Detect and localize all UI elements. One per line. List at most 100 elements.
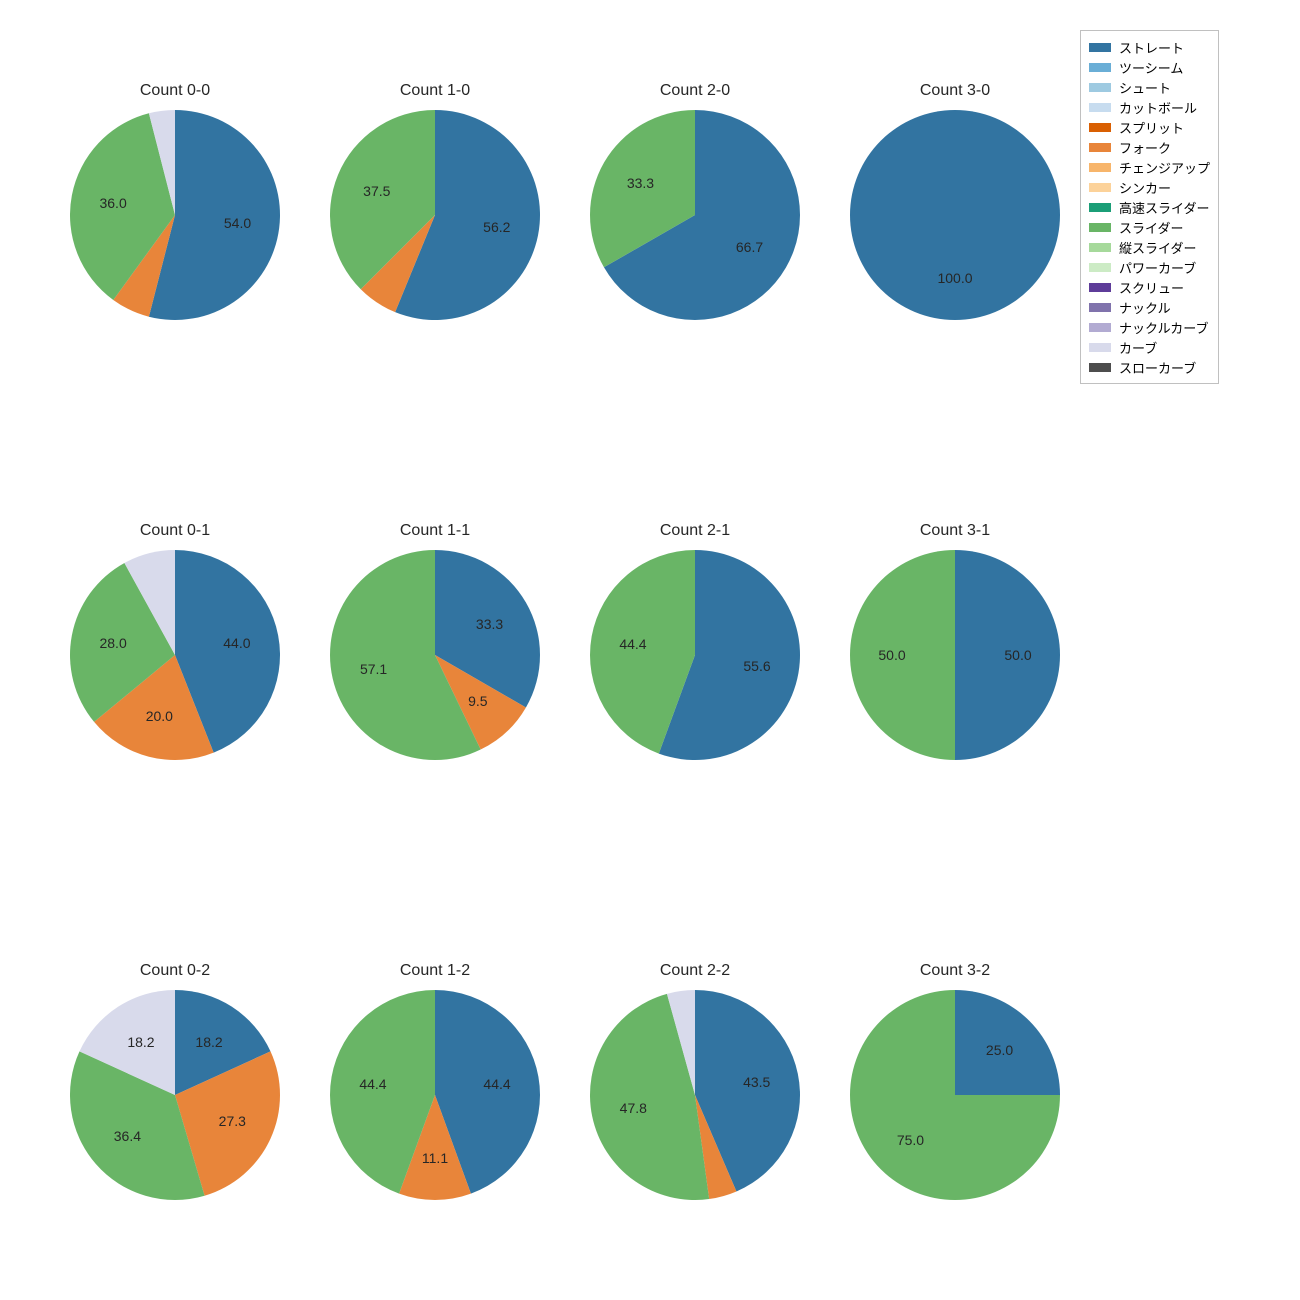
legend-swatch <box>1089 123 1111 132</box>
legend-swatch <box>1089 163 1111 172</box>
pie-chart: Count 0-054.036.0 <box>70 110 280 320</box>
legend-label: チェンジアップ <box>1119 158 1210 177</box>
legend-item: ナックルカーブ <box>1089 317 1210 337</box>
slice-label: 44.4 <box>619 636 646 652</box>
pie-chart: Count 0-144.020.028.0 <box>70 550 280 760</box>
slice-label: 18.2 <box>127 1034 154 1050</box>
pie-svg <box>70 550 280 760</box>
legend-label: ナックルカーブ <box>1119 318 1208 337</box>
pie-chart: Count 3-150.050.0 <box>850 550 1060 760</box>
legend-item: ナックル <box>1089 297 1210 317</box>
legend-item: スプリット <box>1089 117 1210 137</box>
pie-svg <box>70 990 280 1200</box>
legend-swatch <box>1089 283 1111 292</box>
legend-label: ストレート <box>1119 38 1184 57</box>
chart-title: Count 1-0 <box>330 82 540 100</box>
slice-label: 20.0 <box>146 708 173 724</box>
legend-label: シュート <box>1119 78 1171 97</box>
legend-item: チェンジアップ <box>1089 157 1210 177</box>
slice-label: 56.2 <box>483 219 510 235</box>
legend: ストレートツーシームシュートカットボールスプリットフォークチェンジアップシンカー… <box>1080 30 1219 384</box>
legend-swatch <box>1089 63 1111 72</box>
slice-label: 50.0 <box>1004 647 1031 663</box>
slice-label: 44.4 <box>483 1076 510 1092</box>
chart-title: Count 1-2 <box>330 962 540 980</box>
pie-slice <box>850 110 1060 320</box>
legend-swatch <box>1089 303 1111 312</box>
legend-label: スローカーブ <box>1119 358 1196 377</box>
legend-swatch <box>1089 83 1111 92</box>
legend-swatch <box>1089 243 1111 252</box>
slice-label: 25.0 <box>986 1042 1013 1058</box>
slice-label: 43.5 <box>743 1074 770 1090</box>
legend-swatch <box>1089 263 1111 272</box>
slice-label: 75.0 <box>897 1132 924 1148</box>
chart-title: Count 1-1 <box>330 522 540 540</box>
slice-label: 37.5 <box>363 183 390 199</box>
legend-swatch <box>1089 43 1111 52</box>
pie-chart: Count 3-225.075.0 <box>850 990 1060 1200</box>
legend-label: スクリュー <box>1119 278 1184 297</box>
legend-item: 縦スライダー <box>1089 237 1210 257</box>
legend-item: スライダー <box>1089 217 1210 237</box>
slice-label: 9.5 <box>468 693 487 709</box>
pie-chart: Count 1-056.237.5 <box>330 110 540 320</box>
pie-chart: Count 2-243.547.8 <box>590 990 800 1200</box>
slice-label: 47.8 <box>620 1100 647 1116</box>
legend-swatch <box>1089 363 1111 372</box>
legend-item: カットボール <box>1089 97 1210 117</box>
pie-chart: Count 2-066.733.3 <box>590 110 800 320</box>
slice-label: 27.3 <box>219 1113 246 1129</box>
pie-chart: Count 1-244.411.144.4 <box>330 990 540 1200</box>
slice-label: 44.0 <box>223 635 250 651</box>
legend-item: ストレート <box>1089 37 1210 57</box>
legend-swatch <box>1089 143 1111 152</box>
pie-svg <box>330 990 540 1200</box>
legend-label: スプリット <box>1119 118 1184 137</box>
legend-item: スローカーブ <box>1089 357 1210 377</box>
legend-item: フォーク <box>1089 137 1210 157</box>
legend-swatch <box>1089 323 1111 332</box>
legend-item: ツーシーム <box>1089 57 1210 77</box>
legend-swatch <box>1089 343 1111 352</box>
slice-label: 33.3 <box>627 175 654 191</box>
legend-label: 縦スライダー <box>1119 238 1196 257</box>
legend-swatch <box>1089 103 1111 112</box>
slice-label: 11.1 <box>422 1150 448 1166</box>
legend-label: スライダー <box>1119 218 1183 237</box>
legend-label: ツーシーム <box>1119 58 1183 77</box>
legend-item: パワーカーブ <box>1089 257 1210 277</box>
slice-label: 28.0 <box>99 635 126 651</box>
chart-title: Count 3-1 <box>850 522 1060 540</box>
legend-label: ナックル <box>1119 298 1171 317</box>
chart-title: Count 3-0 <box>850 82 1060 100</box>
slice-label: 44.4 <box>359 1076 386 1092</box>
legend-label: カーブ <box>1119 338 1157 357</box>
slice-label: 66.7 <box>736 239 763 255</box>
pie-svg <box>850 110 1060 320</box>
legend-item: カーブ <box>1089 337 1210 357</box>
legend-swatch <box>1089 183 1111 192</box>
slice-label: 18.2 <box>195 1034 222 1050</box>
slice-label: 36.4 <box>114 1128 141 1144</box>
legend-swatch <box>1089 223 1111 232</box>
legend-label: フォーク <box>1119 138 1171 157</box>
chart-title: Count 0-2 <box>70 962 280 980</box>
legend-item: シュート <box>1089 77 1210 97</box>
pie-svg <box>590 110 800 320</box>
chart-title: Count 0-0 <box>70 82 280 100</box>
legend-label: シンカー <box>1119 178 1171 197</box>
pie-svg <box>850 990 1060 1200</box>
legend-swatch <box>1089 203 1111 212</box>
pie-svg <box>590 550 800 760</box>
slice-label: 50.0 <box>878 647 905 663</box>
pie-chart: Count 1-133.39.557.1 <box>330 550 540 760</box>
slice-label: 57.1 <box>360 661 387 677</box>
chart-title: Count 2-2 <box>590 962 800 980</box>
chart-title: Count 2-1 <box>590 522 800 540</box>
chart-title: Count 0-1 <box>70 522 280 540</box>
legend-item: シンカー <box>1089 177 1210 197</box>
legend-item: スクリュー <box>1089 277 1210 297</box>
pie-chart: Count 3-0100.0 <box>850 110 1060 320</box>
slice-label: 100.0 <box>937 270 972 286</box>
